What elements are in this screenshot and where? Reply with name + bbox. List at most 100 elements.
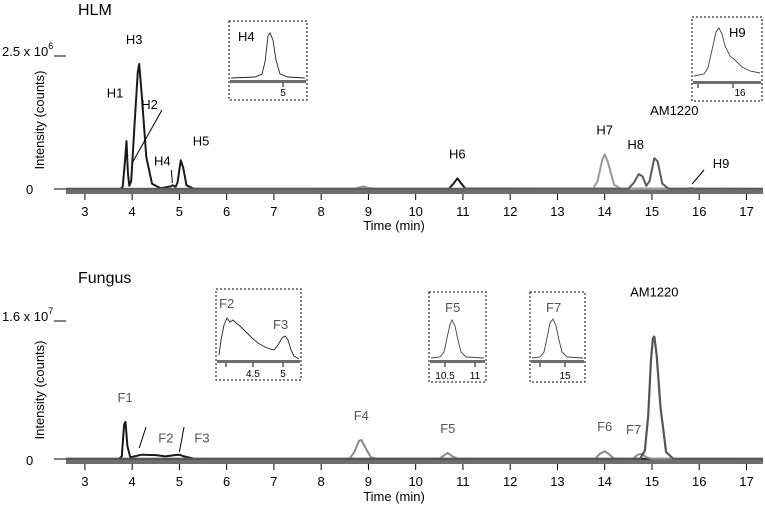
- hlm-leader-h4: [170, 169, 173, 184]
- inset-f2-f3-tick-label-2: 5: [280, 369, 286, 380]
- fungus-x-tick-label: 4: [129, 474, 136, 489]
- fungus-trace-3: [65, 335, 764, 460]
- fungus-inset-f5: F5 10.5 11: [428, 291, 487, 383]
- hlm-y-axis-label: Intensity (counts): [32, 71, 47, 170]
- inset-f7-trace: [531, 318, 584, 359]
- fungus-x-tick-label: 3: [81, 474, 88, 489]
- fungus-x-tick-label: 5: [176, 474, 183, 489]
- fungus-x-axis-label: Time (min): [363, 489, 425, 504]
- hlm-peak-label-h7: H7: [596, 122, 613, 137]
- hlm-x-ticks: 3 4 5 6 7 8 9 10 11 12 13 14 15 16 17: [81, 194, 754, 219]
- fungus-x-ticks: 3 4 5 6 7 8 9 10 11 12 13 14 15 16 17: [81, 464, 754, 489]
- hlm-x-tick-label: 11: [456, 204, 470, 219]
- fungus-leader-f3: [178, 426, 185, 453]
- hlm-peak-label-h9: H9: [713, 156, 730, 171]
- fungus-x-tick-label: 7: [270, 474, 277, 489]
- inset-h9-axis: [693, 81, 761, 84]
- fungus-peak-label-f5: F5: [440, 421, 455, 436]
- hlm-x-tick-label: 6: [223, 204, 230, 219]
- inset-f7-tick-label: 15: [559, 371, 571, 382]
- inset-h4-tick-label: 5: [280, 88, 286, 99]
- inset-f7-label: F7: [546, 300, 561, 315]
- inset-h4-label: H4: [238, 29, 255, 44]
- fungus-y-top-label: 1.6 x 107: [2, 306, 53, 324]
- fungus-x-tick-label: 11: [456, 474, 470, 489]
- hlm-y-zero-label: 0: [26, 182, 33, 197]
- inset-f5-label: F5: [445, 300, 460, 315]
- hlm-leader-h2: [131, 109, 163, 164]
- hlm-peak-label-h4: H4: [154, 153, 171, 168]
- hlm-x-tick-label: 10: [408, 204, 422, 219]
- fungus-leader-f2: [138, 426, 147, 449]
- fungus-x-tick-label: 16: [692, 474, 706, 489]
- inset-h9-label: H9: [729, 25, 746, 40]
- hlm-peak-label-h1: H1: [107, 86, 124, 101]
- hlm-leader-h9: [691, 169, 705, 185]
- hlm-panel-title: HLM: [78, 2, 112, 19]
- inset-h9-tick-label: 16: [734, 88, 746, 99]
- hlm-trace-2: [65, 153, 764, 190]
- fungus-x-tick-label: 6: [223, 474, 230, 489]
- hlm-inset-h4: H4 5: [228, 20, 308, 101]
- inset-f2-f3-axis: [217, 360, 300, 363]
- fungus-y-zero-label: 0: [26, 453, 33, 468]
- fungus-x-tick-label: 17: [739, 474, 753, 489]
- inset-f7-axis: [531, 360, 584, 363]
- fungus-y-axis-label: Intensity (counts): [32, 341, 47, 440]
- hlm-x-tick-label: 7: [270, 204, 277, 219]
- inset-f5-tick-label-2: 11: [470, 371, 481, 382]
- hlm-x-tick-label: 17: [739, 204, 753, 219]
- fungus-peak-label-f7: F7: [626, 422, 641, 437]
- hlm-peak-label-h6: H6: [449, 146, 466, 161]
- inset-h9-trace: [693, 27, 761, 77]
- hlm-x-tick-label: 9: [365, 204, 372, 219]
- fungus-panel: Fungus 1.6 x 107 0 Intensity (counts) Ti…: [2, 270, 764, 504]
- fungus-inset-f2-f3: F2 F3 4.5 5: [215, 288, 302, 381]
- fungus-peak-label-f1: F1: [118, 390, 133, 405]
- hlm-peak-labels: H1 H2 H3 H4 H5 H6 H7 H8 AM1220 H9: [107, 32, 730, 185]
- fungus-peak-label-f3: F3: [194, 431, 209, 446]
- hlm-peak-label-h2: H2: [141, 97, 158, 112]
- inset-f2-label: F2: [219, 296, 234, 311]
- fungus-inset-f7: F7 15: [529, 291, 586, 383]
- hlm-x-tick-label: 5: [176, 204, 183, 219]
- hlm-peak-label-h3: H3: [126, 32, 143, 47]
- hlm-peak-label-h8: H8: [627, 137, 644, 152]
- hlm-y-top-label: 2.5 x 106: [2, 41, 53, 59]
- inset-h4-axis: [230, 80, 306, 83]
- inset-f5-tick-label-1: 10.5: [435, 371, 455, 382]
- hlm-x-tick-label: 14: [597, 204, 611, 219]
- hlm-inset-h9: H9 16: [691, 16, 763, 102]
- hlm-x-tick-label: 13: [550, 204, 564, 219]
- hlm-series-group: [65, 63, 764, 190]
- inset-f5-axis: [430, 360, 485, 363]
- inset-f2-f3-trace: [218, 317, 300, 360]
- hlm-x-tick-label: 3: [81, 204, 88, 219]
- hlm-panel: HLM 2.5 x 106 0 Intensity (counts) Time …: [2, 2, 764, 233]
- inset-f2-f3-tick-label-1: 4.5: [246, 369, 260, 380]
- fungus-x-tick-label: 8: [318, 474, 325, 489]
- fungus-x-tick-label: 13: [550, 474, 564, 489]
- hlm-x-tick-label: 12: [503, 204, 517, 219]
- fungus-trace-1: [66, 420, 763, 460]
- hlm-y-top-exponent: 6: [48, 41, 53, 51]
- fungus-y-top-mantissa: 1.6 x 10: [2, 309, 48, 324]
- hlm-y-top-mantissa: 2.5 x 10: [2, 44, 48, 59]
- fungus-peak-label-f2: F2: [158, 431, 173, 446]
- hlm-x-tick-label: 15: [645, 204, 659, 219]
- fungus-panel-title: Fungus: [78, 270, 131, 287]
- hlm-peak-label-h5: H5: [193, 133, 210, 148]
- hlm-x-axis-label: Time (min): [363, 218, 425, 233]
- inset-h4-trace: [230, 32, 306, 79]
- fungus-x-tick-label: 9: [365, 474, 372, 489]
- fungus-series-group: [65, 335, 764, 460]
- fungus-peak-label-am1220: AM1220: [630, 285, 678, 300]
- fungus-peak-labels: F1 F2 F3 F4 F5 F6 F7 AM1220: [118, 285, 679, 453]
- fungus-trace-2: [65, 439, 764, 460]
- fungus-x-axis-bar: [66, 460, 763, 464]
- fungus-x-tick-label: 12: [503, 474, 517, 489]
- fungus-x-tick-label: 10: [408, 474, 422, 489]
- hlm-x-axis-bar: [66, 190, 763, 194]
- hlm-x-tick-label: 4: [129, 204, 136, 219]
